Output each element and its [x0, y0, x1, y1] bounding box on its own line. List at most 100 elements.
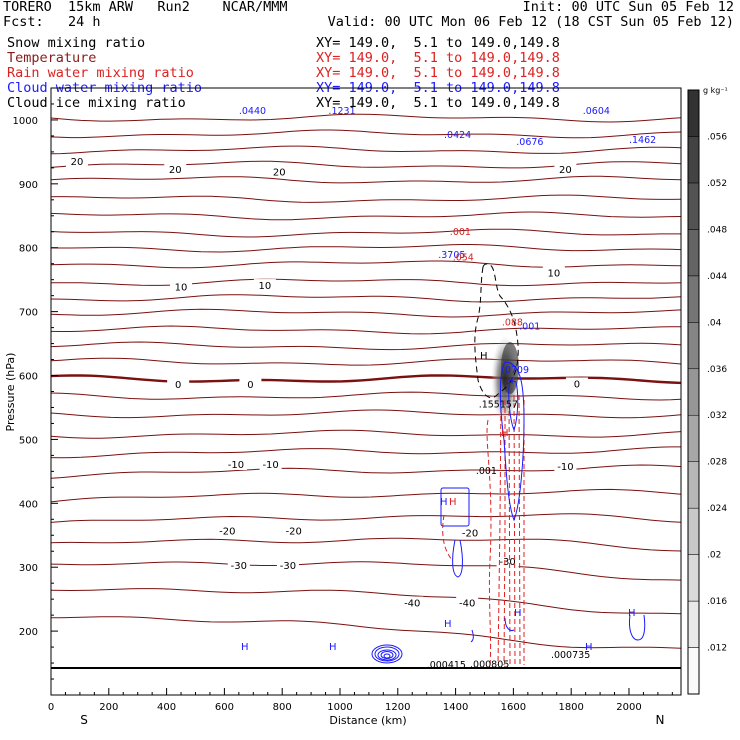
isotherm-label: 20	[71, 157, 84, 168]
colorbar-tick-label: .028	[707, 458, 727, 468]
model-title: TORERO 15km ARW Run2 NCAR/MMM	[3, 0, 288, 15]
isotherm	[51, 228, 681, 238]
isotherm-label: 10	[547, 268, 560, 279]
colorbar-tick-label: .044	[707, 272, 727, 282]
svg-text:H: H	[585, 642, 593, 653]
svg-text:H: H	[440, 497, 448, 508]
y-axis: 200 300 400 500 600 700 800 900 1000	[13, 87, 58, 696]
isotherm	[51, 561, 681, 581]
north-label: N	[656, 713, 665, 727]
forecast-hour: Fcst: 24 h	[3, 14, 101, 30]
field-xy-snow: XY= 149.0, 5.1 to 149.0,149.8	[316, 35, 560, 51]
maximum-value-label: .0604	[583, 106, 610, 117]
isotherm	[51, 175, 681, 184]
y-tick-label: 600	[19, 372, 38, 383]
south-label: S	[80, 713, 88, 727]
maxima-markers: H H H H H H H H H H H	[241, 351, 636, 653]
colorbar-tick-label: .02	[707, 551, 721, 561]
maximum-value-label: .001	[476, 466, 497, 477]
isotherm	[51, 464, 681, 479]
x-tick-label: 400	[157, 702, 176, 713]
isotherm	[51, 194, 681, 203]
maximum-value-label: .0440	[239, 106, 266, 117]
colorbar-segment	[687, 647, 700, 695]
maximum-value-label: .000805	[470, 660, 509, 671]
isotherm-label: -10	[262, 460, 278, 471]
field-name-temperature: Temperature	[7, 50, 97, 66]
colorbar: .012 .016 .02 .024 .028 .032 .036 .04 .044 .048 .0…	[687, 89, 727, 695]
isotherm-label: -20	[219, 526, 235, 537]
isotherm	[51, 357, 681, 366]
colorbar-segment	[687, 229, 700, 277]
colorbar-segment	[687, 600, 700, 648]
maximum-value-label: .0709	[502, 365, 529, 376]
x-tick-label: 1000	[327, 702, 352, 713]
y-tick-label: 900	[19, 180, 38, 191]
init-time: Init: 00 UTC Sun 05 Feb 12	[522, 0, 734, 15]
isotherm	[51, 488, 681, 503]
y-tick-label: 700	[19, 308, 38, 319]
isotherm	[51, 446, 681, 459]
svg-text:H: H	[449, 497, 457, 508]
field-name-rain: Rain water mixing ratio	[7, 65, 194, 81]
valid-time: Valid: 00 UTC Mon 06 Feb 12 (18 CST Sun …	[327, 14, 734, 30]
svg-text:H: H	[241, 642, 249, 653]
svg-text:H: H	[480, 351, 488, 362]
colorbar-segment	[687, 554, 700, 602]
isotherm-label: -40	[459, 599, 475, 610]
x-tick-label: 0	[48, 702, 54, 713]
isotherm	[51, 160, 681, 169]
isotherm	[51, 244, 681, 253]
colorbar-unit: g kg⁻¹	[703, 86, 728, 95]
isotherm-label: -10	[228, 460, 244, 471]
x-tick-label: 600	[215, 702, 234, 713]
isotherm-label: 0	[574, 379, 580, 390]
isotherm-label: 0	[175, 380, 181, 391]
isotherm	[51, 308, 681, 318]
colorbar-tick-label: .056	[707, 132, 727, 142]
isotherm	[51, 325, 681, 335]
svg-text:H: H	[329, 642, 337, 653]
maximum-value-label: .001	[490, 78, 511, 89]
maximum-value-label: .001	[450, 227, 471, 238]
isotherm	[51, 113, 681, 123]
field-xy-temperature: XY= 149.0, 5.1 to 149.0,149.8	[316, 50, 560, 66]
isotherm	[51, 278, 681, 287]
isotherm-label: 20	[559, 165, 572, 176]
field-name-snow: Snow mixing ratio	[7, 35, 146, 51]
svg-text:H: H	[444, 619, 452, 630]
isotherm	[51, 409, 681, 419]
isotherm	[51, 513, 681, 523]
maximum-value-label: .0676	[516, 137, 543, 148]
isotherm-label: 10	[175, 282, 188, 293]
moisture-fields: H H H H H H H H H H H .0440 .1231 .0424 .06…	[239, 78, 656, 671]
rain-water-contours	[442, 394, 525, 666]
colorbar-segment	[687, 414, 700, 462]
colorbar-tick-label: .016	[707, 597, 727, 607]
y-tick-label: 800	[19, 244, 38, 255]
isotherm-label: -30	[231, 561, 247, 572]
maximum-value-label: .0424	[444, 130, 471, 141]
isotherm	[51, 391, 681, 401]
colorbar-segment	[687, 507, 700, 555]
temperature-isotherms: -40 -40 -30 -30 -30 -20 -20 -20 -10 -10 -10 0 0 0 10 10…	[51, 113, 681, 649]
isotherm-label: -40	[404, 599, 420, 610]
colorbar-segment	[687, 461, 700, 509]
field-xy-rain: XY= 149.0, 5.1 to 149.0,149.8	[316, 65, 560, 81]
isotherm	[51, 260, 681, 269]
isotherm-label: -20	[462, 528, 478, 539]
isotherm	[51, 145, 681, 155]
colorbar-segment	[687, 89, 700, 137]
isotherm-label: 20	[169, 165, 182, 176]
isotherm-label: 0	[247, 380, 253, 391]
isotherm	[51, 429, 681, 439]
colorbar-segment	[687, 322, 700, 370]
svg-text:H: H	[506, 376, 514, 387]
isotherm	[51, 129, 681, 139]
y-tick-label: 1000	[13, 116, 38, 127]
isotherm-label: -20	[286, 526, 302, 537]
y-tick-label: 500	[19, 435, 38, 446]
maximum-value-label: .3705	[438, 250, 465, 261]
maximum-value-label: .088	[502, 318, 523, 329]
